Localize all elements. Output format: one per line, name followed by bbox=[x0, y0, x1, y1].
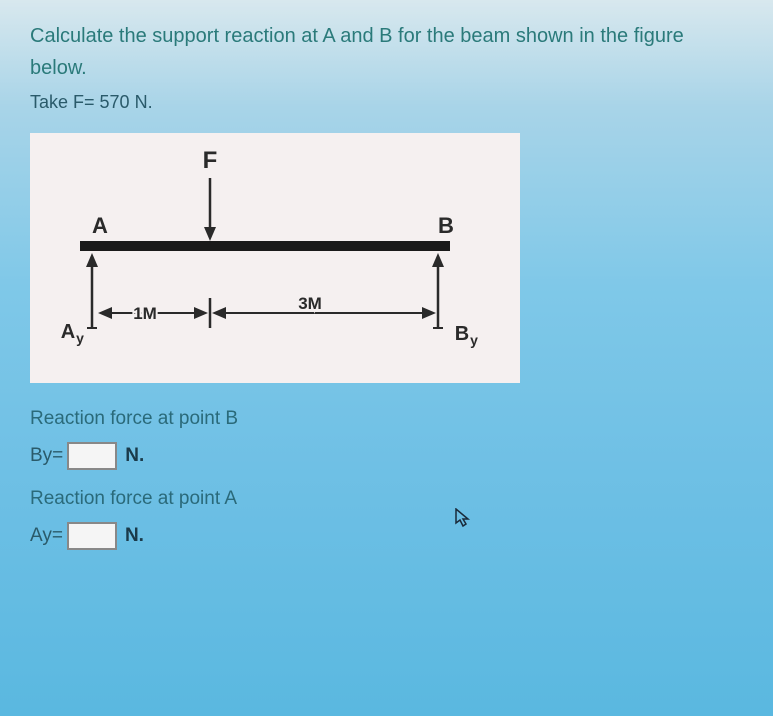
label-f: F bbox=[203, 147, 218, 174]
svg-text:y: y bbox=[470, 332, 478, 348]
var-ay: Ay= bbox=[30, 525, 63, 547]
reaction-a-row: Ay= N. bbox=[30, 522, 743, 550]
question-take: Take F= 570 N. bbox=[30, 92, 743, 113]
svg-text:A: A bbox=[61, 321, 75, 343]
input-by[interactable] bbox=[67, 442, 117, 470]
reaction-b-title: Reaction force at point B bbox=[30, 408, 743, 430]
question-line-1: Calculate the support reaction at A and … bbox=[30, 20, 743, 84]
reaction-a-title: Reaction force at point A bbox=[30, 488, 743, 510]
input-ay[interactable] bbox=[67, 522, 117, 550]
var-by: By= bbox=[30, 445, 63, 467]
svg-text:B: B bbox=[455, 323, 469, 345]
svg-text:3M: 3M bbox=[298, 294, 322, 313]
label-b: B bbox=[438, 213, 454, 238]
reaction-b-row: By= N. bbox=[30, 442, 743, 470]
unit-ay: N. bbox=[125, 525, 144, 547]
beam-diagram: F A B A y B y 1M 3M bbox=[30, 133, 520, 383]
label-a: A bbox=[92, 213, 108, 238]
svg-text:y: y bbox=[76, 330, 84, 346]
unit-by: N. bbox=[125, 445, 144, 467]
svg-text:1M: 1M bbox=[133, 304, 157, 323]
